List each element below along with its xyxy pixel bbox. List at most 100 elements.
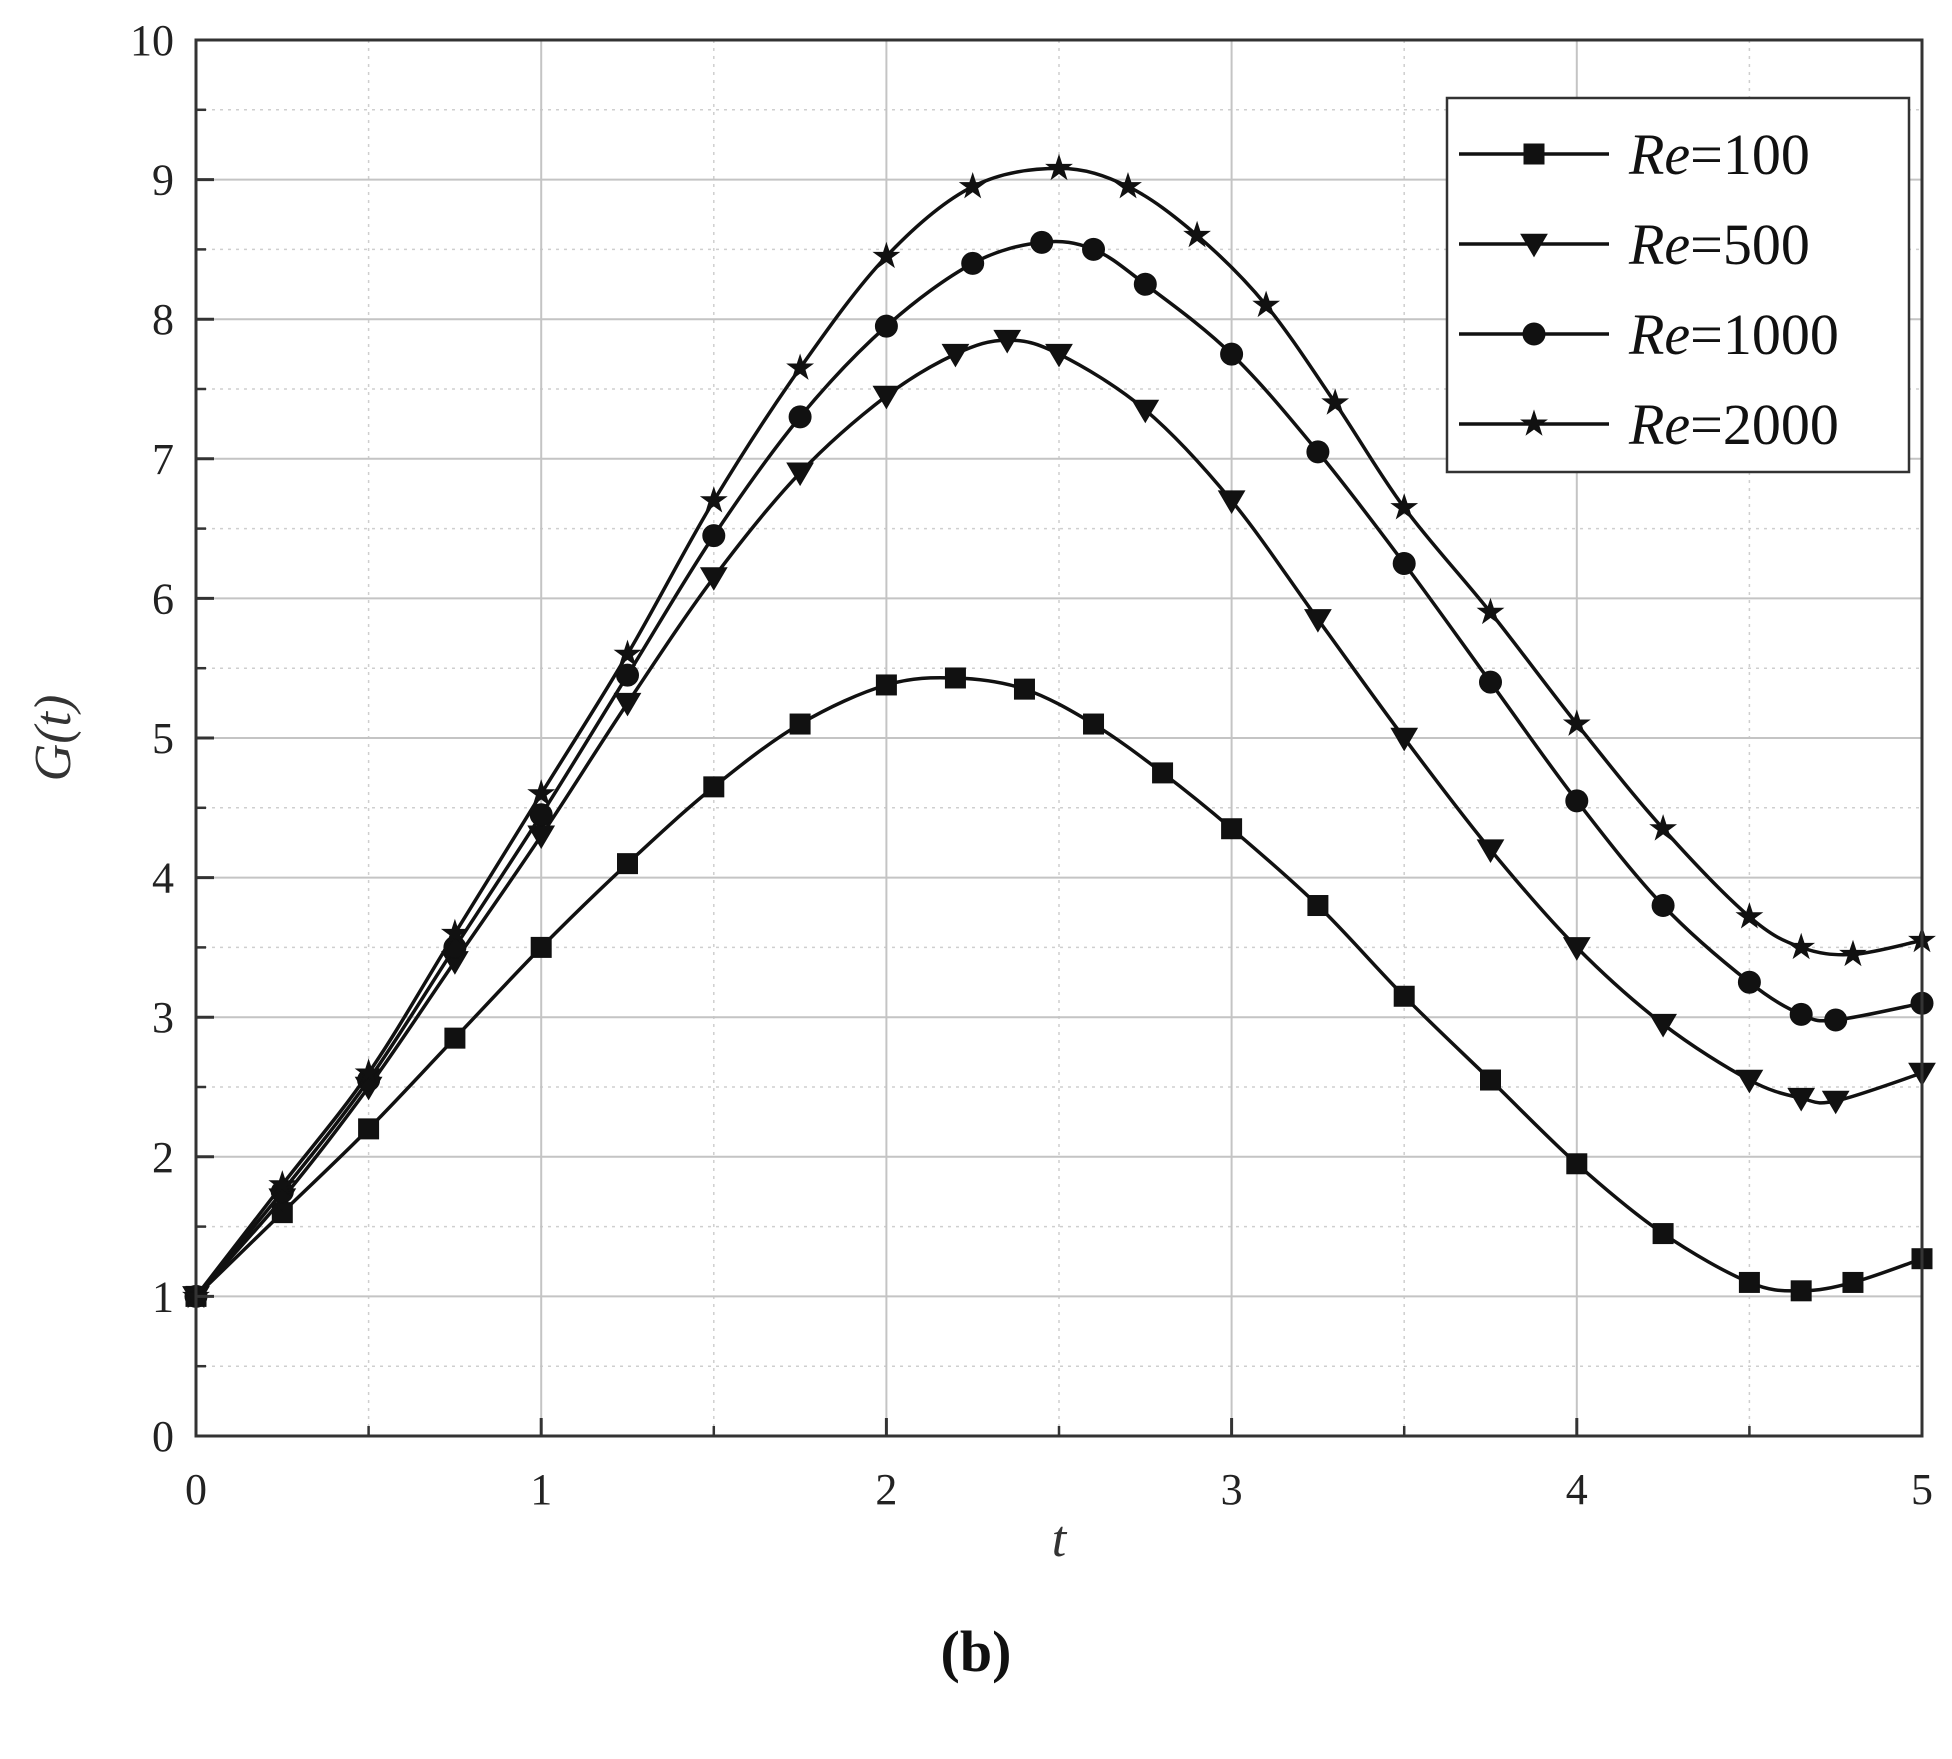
data-point-triangle-down — [1787, 1087, 1816, 1112]
data-point-triangle-down — [993, 329, 1022, 354]
data-point-star — [1114, 172, 1142, 199]
y-tick-label: 9 — [152, 156, 174, 205]
legend-item: Re=500 — [1459, 212, 1810, 277]
data-point-square — [1307, 895, 1329, 917]
y-tick-label: 10 — [130, 16, 174, 65]
data-point-square — [789, 713, 811, 735]
data-point-triangle-down — [1304, 609, 1332, 633]
data-point-triangle-down — [1562, 937, 1591, 961]
data-point-circle — [1651, 894, 1675, 918]
legend-label-value: =500 — [1690, 212, 1810, 277]
data-point-circle — [874, 314, 898, 338]
data-point-square — [1152, 762, 1174, 784]
y-tick-labels: 0 1 2 3 4 5 6 7 8 9 10 — [130, 16, 174, 1461]
legend-label-value: =2000 — [1690, 392, 1839, 457]
x-tick-label: 2 — [875, 1465, 897, 1514]
data-point-star — [1390, 493, 1419, 520]
data-point-triangle-down — [1476, 839, 1505, 864]
y-tick-label: 8 — [152, 295, 174, 344]
x-tick-label: 5 — [1911, 1465, 1933, 1514]
data-point-circle — [1392, 552, 1416, 575]
tick-marks — [194, 38, 1924, 1438]
data-point-star — [613, 639, 642, 667]
data-point-triangle-down — [872, 385, 901, 410]
data-point-star — [268, 1170, 297, 1197]
data-point-square — [944, 667, 966, 689]
data-point-square — [875, 674, 897, 696]
legend-label: Re=1000 — [1628, 302, 1839, 367]
y-axis-title: G(t) — [25, 695, 82, 782]
data-point-star — [1045, 153, 1073, 181]
data-point-square — [1221, 818, 1243, 840]
data-point-star — [1735, 902, 1764, 929]
data-point-square — [358, 1118, 380, 1140]
legend-marker-circle — [1522, 322, 1546, 346]
data-point-star — [1649, 814, 1678, 841]
data-point-circle — [1479, 670, 1502, 694]
data-point-square — [617, 853, 638, 875]
y-tick-label: 7 — [152, 435, 174, 484]
data-point-star — [699, 486, 728, 513]
data-point-triangle-down — [786, 462, 814, 487]
data-point-square — [444, 1027, 466, 1049]
data-point-circle — [1220, 342, 1244, 366]
data-point-square — [1738, 1271, 1760, 1293]
data-point-circle — [702, 524, 726, 548]
y-tick-label: 6 — [152, 574, 174, 623]
series-line — [194, 166, 1923, 1298]
data-point-circle — [1306, 440, 1330, 464]
data-point-square — [1652, 1223, 1674, 1245]
data-point-square — [1013, 678, 1035, 700]
legend-item: Re=1000 — [1459, 302, 1839, 367]
legend-label-value: =1000 — [1690, 302, 1839, 367]
data-point-square — [1480, 1069, 1501, 1091]
data-point-triangle-down — [1217, 490, 1246, 515]
data-point-circle — [1030, 230, 1054, 254]
data-point-star — [1839, 939, 1867, 967]
data-point-circle — [788, 405, 812, 429]
x-tick-label: 0 — [185, 1465, 207, 1514]
data-point-triangle-down — [941, 343, 970, 368]
y-tick-label: 1 — [152, 1272, 174, 1321]
data-point-triangle-down — [1390, 727, 1419, 752]
panel-label: (b) — [940, 1619, 1012, 1684]
legend-item: Re=2000 — [1459, 392, 1839, 457]
data-point-star — [354, 1058, 383, 1085]
x-tick-label: 4 — [1566, 1465, 1588, 1514]
data-point-star — [1476, 597, 1505, 625]
data-point-triangle-down — [613, 692, 642, 717]
data-point-triangle-down — [699, 567, 728, 591]
data-point-star — [1183, 220, 1211, 248]
series-line — [194, 239, 1923, 1298]
x-tick-label: 3 — [1221, 1465, 1243, 1514]
y-tick-label: 4 — [152, 854, 174, 903]
y-tick-label: 0 — [152, 1412, 174, 1461]
data-point-square — [1083, 713, 1105, 735]
legend-marker-triangle-down — [1520, 233, 1548, 258]
legend-label-italic: Re — [1628, 392, 1690, 457]
data-point-circle — [961, 251, 985, 275]
data-point-square — [530, 936, 552, 958]
y-tick-label: 2 — [152, 1133, 174, 1182]
legend-label-italic: Re — [1628, 302, 1690, 367]
data-point-square — [1393, 985, 1415, 1007]
data-point-square — [1566, 1153, 1588, 1175]
data-point-circle — [1789, 1002, 1813, 1026]
legend-label: Re=2000 — [1628, 392, 1839, 457]
data-point-circle — [1565, 789, 1589, 813]
y-tick-label: 5 — [152, 714, 174, 763]
data-point-triangle-down — [1045, 343, 1073, 368]
data-point-star — [527, 779, 556, 806]
legend-label-value: =100 — [1690, 122, 1810, 187]
data-point-star — [786, 353, 815, 380]
data-point-triangle-down — [1821, 1090, 1850, 1115]
data-point-star — [1252, 290, 1281, 318]
legend-label: Re=100 — [1628, 122, 1810, 187]
x-tick-labels: 0 1 2 3 4 5 — [185, 1465, 1933, 1514]
y-tick-label: 3 — [152, 993, 174, 1042]
data-point-triangle-down — [1649, 1013, 1677, 1038]
data-point-star — [872, 241, 901, 269]
data-point-star — [958, 171, 987, 199]
data-point-circle — [1737, 970, 1761, 994]
